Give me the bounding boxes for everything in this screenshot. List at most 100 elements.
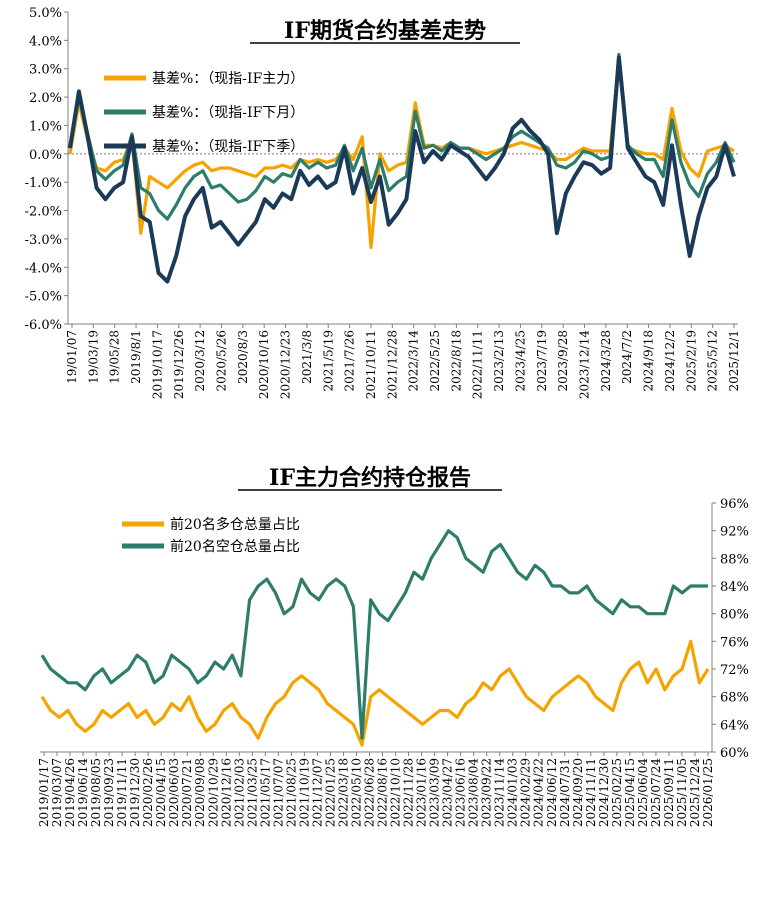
- x-tick-label: 2025/07/24: [649, 758, 663, 828]
- x-tick-label: 2019/08/05: [89, 758, 103, 827]
- x-tick-label: 2025/04/15: [623, 758, 637, 827]
- x-tick-label: 2020/04/15: [154, 758, 168, 827]
- y-tick-label: 72%: [720, 663, 749, 678]
- y-tick-label: 0.0%: [29, 148, 62, 163]
- x-tick-label: 2021/05/17: [258, 758, 272, 827]
- x-tick-label: 2022/3/14: [407, 330, 421, 392]
- x-tick-label: 2022/01/25: [323, 758, 337, 827]
- x-tick-label: 2022/5/25: [428, 330, 442, 392]
- x-tick-label: 2022/03/18: [336, 758, 350, 827]
- x-tick-label: 2023/2/13: [492, 330, 506, 392]
- y-tick-label: 2.0%: [29, 91, 62, 106]
- x-tick-label: 2019/09/23: [102, 758, 116, 827]
- x-tick-label: 2020/10/29: [206, 758, 220, 827]
- x-tick-label: 2023/03/09: [428, 758, 442, 827]
- x-tick-label: 2022/8/18: [449, 330, 463, 392]
- x-tick-label: 2023/4/25: [513, 330, 527, 392]
- series-line: [40, 639, 710, 747]
- legend-label: 基差%：（现指-IF主力）: [152, 70, 304, 87]
- chart-title: IF期货合约基差走势: [284, 18, 486, 44]
- x-tick-label: 2019/12/30: [128, 758, 142, 827]
- x-tick-label: 2022/08/16: [376, 758, 390, 827]
- y-tick-label: 1.0%: [29, 119, 62, 134]
- x-tick-label: 2020/10/16: [257, 330, 271, 399]
- x-tick-label: 2021/02/03: [232, 758, 246, 827]
- basis-chart: IF期货合约基差走势 5.0% 4.0% 3.0% 2.0% 1.0% 0.0% -1.0%…: [25, 6, 741, 400]
- x-tick-label: 2022/10/10: [389, 758, 403, 827]
- x-tick-label: 2020/5/26: [214, 330, 228, 392]
- x-tick-label: 2022/11/28: [402, 758, 416, 827]
- x-tick-label: 2024/12/30: [597, 758, 611, 827]
- x-tick-label: 2024/04/22: [532, 758, 546, 827]
- x-tick-label: 2025/5/12: [706, 330, 720, 392]
- y-tick-label: 68%: [720, 691, 749, 706]
- x-tick-label: 2024/01/03: [506, 758, 520, 827]
- x-tick-label: 2020/06/03: [167, 758, 181, 827]
- x-tick-label: 2019/10/17: [150, 330, 164, 399]
- x-tick-label: 2023/11/14: [493, 758, 507, 828]
- x-tick-label: 2025/06/04: [636, 758, 650, 828]
- x-tick-label: 2021/7/26: [343, 330, 357, 392]
- x-tick-label: 2019/06/14: [76, 758, 90, 828]
- x-tick-label: 2023/01/16: [415, 758, 429, 827]
- y-tick-label: -1.0%: [25, 176, 62, 191]
- x-tick-label: 2026/01/25: [701, 758, 715, 827]
- x-tick-label: 2024/9/18: [642, 330, 656, 392]
- x-tick-label: 2021/12/07: [310, 758, 324, 827]
- x-tick-label: 2023/9/28: [556, 330, 570, 392]
- y-tick-label: -4.0%: [25, 261, 62, 276]
- x-tick-label: 2021/3/8: [300, 330, 314, 384]
- y-tick-label: 4.0%: [29, 34, 62, 49]
- x-tick-label: 2021/5/19: [321, 330, 335, 392]
- x-tick-label: 2022/11/11: [471, 330, 485, 399]
- x-tick-label: 2021/10/11: [364, 330, 378, 399]
- legend-label: 基差%：（现指-IF下月）: [152, 104, 304, 121]
- x-tick-label: 2025/02/25: [610, 758, 624, 827]
- x-tick-label: 2020/12/23: [279, 330, 293, 399]
- y-tick-label: 92%: [720, 525, 749, 540]
- x-tick-label: 2021/07/07: [271, 758, 285, 827]
- y-tick-label: 60%: [720, 746, 749, 761]
- x-tick-label: 2020/3/12: [193, 330, 207, 392]
- x-tick-label: 2023/06/16: [454, 758, 468, 827]
- chart-title: IF主力合约持仓报告: [269, 465, 471, 491]
- x-tick-label: 2020/07/21: [180, 758, 194, 827]
- x-tick-label: 2019/11/11: [115, 758, 129, 827]
- y-tick-label: -2.0%: [25, 205, 62, 220]
- x-tick-label: 2021/10/19: [297, 758, 311, 827]
- y-tick-label: 96%: [720, 497, 749, 512]
- x-tick-label: 2025/11/05: [675, 758, 689, 827]
- x-tick-label: 2021/03/25: [245, 758, 259, 827]
- x-tick-label: 19/03/19: [86, 330, 100, 384]
- series-line: [68, 55, 736, 284]
- y-tick-label: 5.0%: [29, 6, 62, 21]
- x-tick-label: 2020/02/26: [141, 758, 155, 827]
- y-tick-label: 76%: [720, 635, 749, 650]
- x-tick-label: 2024/09/20: [571, 758, 585, 827]
- x-tick-label: 2021/12/28: [385, 330, 399, 399]
- y-tick-label: -5.0%: [25, 290, 62, 305]
- x-tick-label: 2023/12/14: [578, 330, 592, 400]
- x-tick-label: 2020/8/3: [236, 330, 250, 384]
- y-tick-label: 64%: [720, 718, 749, 733]
- y-tick-label: -6.0%: [25, 318, 62, 333]
- x-tick-label: 2024/02/29: [519, 758, 533, 827]
- legend-label: 前20名空仓总量占比: [170, 538, 300, 555]
- x-tick-label: 2020/09/08: [193, 758, 207, 827]
- series-line: [40, 529, 708, 740]
- y-tick-label: 80%: [720, 608, 749, 623]
- x-tick-label: 2024/7/2: [620, 330, 634, 384]
- legend-label: 基差%：（现指-IF下季）: [152, 138, 304, 155]
- y-tick-label: 84%: [720, 580, 749, 595]
- x-tick-label: 2022/05/10: [349, 758, 363, 827]
- x-tick-label: 2019/03/07: [50, 758, 64, 827]
- x-tick-label: 2025/12/1: [727, 330, 741, 392]
- x-tick-label: 2023/09/22: [480, 758, 494, 827]
- x-tick-label: 2024/12/2: [663, 330, 677, 392]
- x-tick-label: 2024/07/31: [558, 758, 572, 827]
- x-tick-label: 2020/12/16: [219, 758, 233, 827]
- x-tick-label: 2019/04/26: [63, 758, 77, 827]
- x-tick-label: 19/01/07: [65, 330, 79, 384]
